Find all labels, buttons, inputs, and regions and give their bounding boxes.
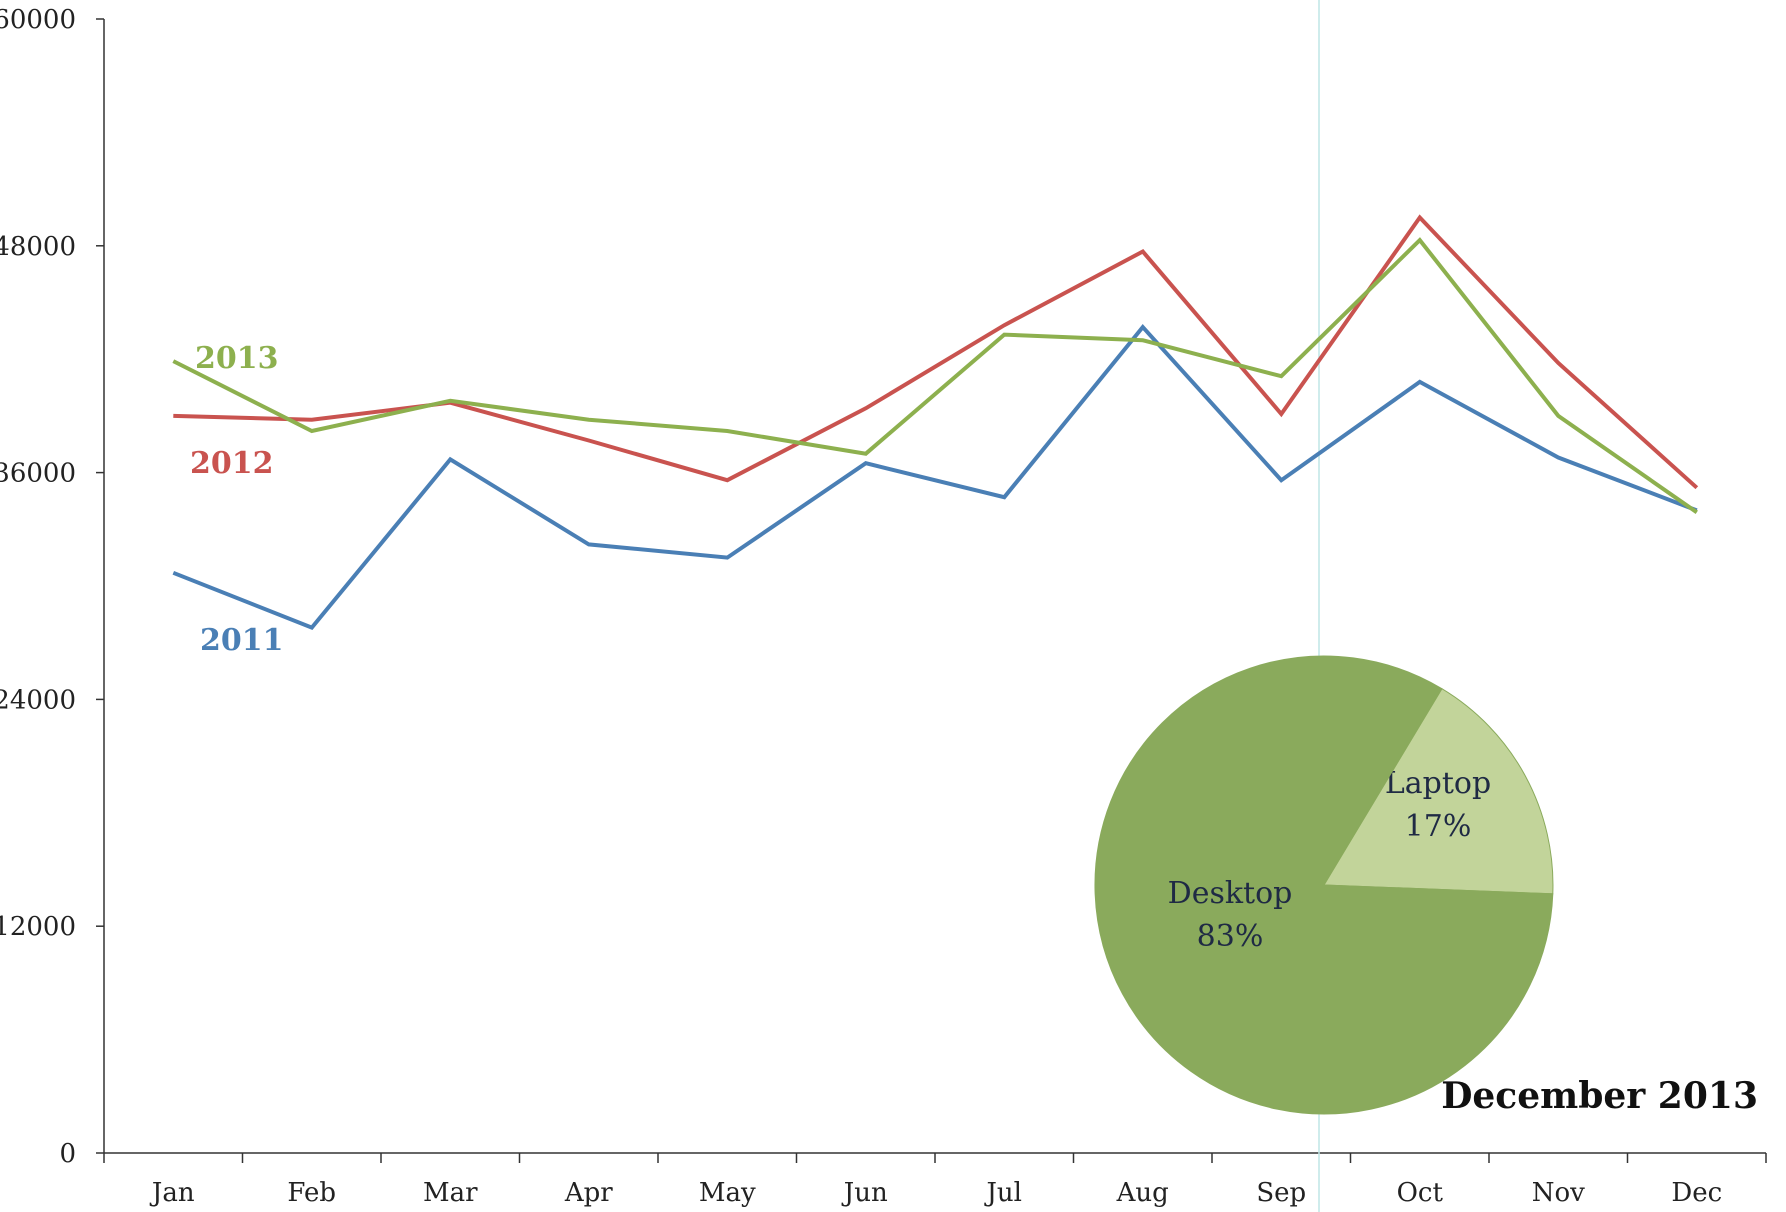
series-label-2011: 2011 [200,623,284,658]
pie-chart: Laptop 17% Desktop 83% [1094,655,1554,1115]
y-tick-label: 12000 [0,912,76,942]
y-tick-label: 48000 [0,232,76,262]
x-ticks: Jan Feb Mar Apr May Jun Jul Aug Sep Oct Nov Dec [103,1153,1767,1208]
pie-slice-label: Laptop [1385,766,1491,801]
x-tick-label: Oct [1397,1178,1444,1208]
y-tick-label: 60000 [0,5,76,35]
series-lines [172,214,1699,630]
series-labels: 2011 2012 2013 [190,341,284,658]
x-tick-label: Jun [841,1178,888,1208]
y-tick-label: 0 [59,1139,76,1169]
pie-slice-percent: 83% [1197,919,1264,954]
pie-slice-label: Desktop [1168,876,1293,911]
x-tick-label: Jan [149,1178,195,1208]
y-tick-label: 24000 [0,685,76,715]
x-tick-label: Mar [423,1178,478,1208]
x-tick-label: Dec [1671,1178,1722,1208]
pie-slice-desktop [1094,655,1554,1115]
series-line-2011 [172,324,1698,630]
pie-caption: December 2013 [1441,1075,1758,1117]
series-line-2012 [173,214,1699,490]
x-tick-label: Nov [1532,1178,1585,1208]
pie-slice-percent: 17% [1405,809,1472,844]
y-ticks: 0 12000 24000 36000 48000 60000 [0,5,104,1169]
x-tick-label: Feb [287,1178,336,1208]
series-label-2013: 2013 [195,341,279,376]
y-tick-label: 36000 [0,459,76,489]
x-tick-label: Apr [564,1178,613,1208]
x-tick-label: Jul [984,1178,1022,1208]
x-tick-label: Aug [1116,1178,1169,1208]
pie-slice-laptop [1323,688,1554,895]
series-line-2013 [172,237,1698,514]
x-tick-label: Sep [1256,1178,1306,1208]
x-tick-label: May [699,1178,756,1208]
series-label-2012: 2012 [190,446,274,481]
